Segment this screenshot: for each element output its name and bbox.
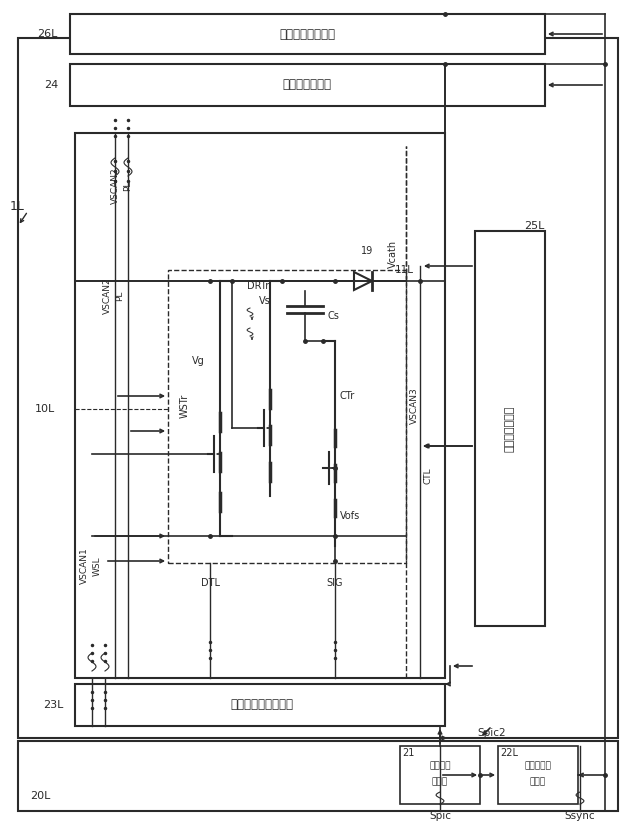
Text: Vg: Vg xyxy=(191,356,204,366)
Text: 10L: 10L xyxy=(35,404,55,414)
Text: Cs: Cs xyxy=(327,311,339,321)
Text: 19: 19 xyxy=(361,246,373,256)
Bar xyxy=(18,741,618,811)
Text: VSCAN2: VSCAN2 xyxy=(111,168,120,204)
Text: 22L: 22L xyxy=(500,748,518,758)
Text: データ線駆動部: データ線駆動部 xyxy=(505,406,515,452)
Text: 21: 21 xyxy=(402,748,414,758)
Bar xyxy=(475,231,545,626)
Text: 画像信号: 画像信号 xyxy=(429,762,451,771)
Text: Vcath: Vcath xyxy=(388,240,398,268)
Text: 生成部: 生成部 xyxy=(530,777,546,786)
Text: 24: 24 xyxy=(44,80,58,90)
Text: 電源線駆動回路: 電源線駆動回路 xyxy=(282,78,332,92)
Text: WSL: WSL xyxy=(93,556,102,576)
Text: 水平走査線駆動回路: 水平走査線駆動回路 xyxy=(230,699,294,711)
Text: 25L: 25L xyxy=(524,221,545,231)
Text: VSCAN1: VSCAN1 xyxy=(79,548,88,584)
Text: Vs: Vs xyxy=(259,296,271,306)
Bar xyxy=(18,38,618,738)
Text: CTr: CTr xyxy=(340,391,355,401)
Text: 23L: 23L xyxy=(43,700,63,710)
Text: PL: PL xyxy=(115,291,125,301)
Bar xyxy=(400,746,480,804)
Text: タイミング: タイミング xyxy=(525,762,552,771)
Text: 処理部: 処理部 xyxy=(432,777,448,786)
Text: Spic: Spic xyxy=(429,811,451,821)
Text: 20L: 20L xyxy=(30,791,51,801)
Bar xyxy=(70,64,545,106)
Text: CTL: CTL xyxy=(424,468,433,484)
Text: SIG: SIG xyxy=(327,578,343,588)
Text: PL: PL xyxy=(124,181,132,191)
Text: WSTr: WSTr xyxy=(180,394,190,418)
Text: DRTr: DRTr xyxy=(247,281,269,291)
Text: Spic2: Spic2 xyxy=(477,728,506,738)
Bar xyxy=(168,270,406,563)
Text: VSCAN3: VSCAN3 xyxy=(410,387,419,425)
Text: 1L: 1L xyxy=(10,200,25,212)
Text: Vofs: Vofs xyxy=(340,511,360,521)
Text: 26L: 26L xyxy=(38,29,58,39)
Bar xyxy=(70,14,545,54)
Bar xyxy=(498,746,578,804)
Bar xyxy=(75,684,445,726)
Text: Ssync: Ssync xyxy=(564,811,595,821)
Text: DTL: DTL xyxy=(200,578,220,588)
Bar xyxy=(75,133,445,678)
Text: VSCAN2: VSCAN2 xyxy=(102,278,111,315)
Text: 11L: 11L xyxy=(395,265,414,275)
Text: 垂直走査回路供給: 垂直走査回路供給 xyxy=(279,27,335,40)
